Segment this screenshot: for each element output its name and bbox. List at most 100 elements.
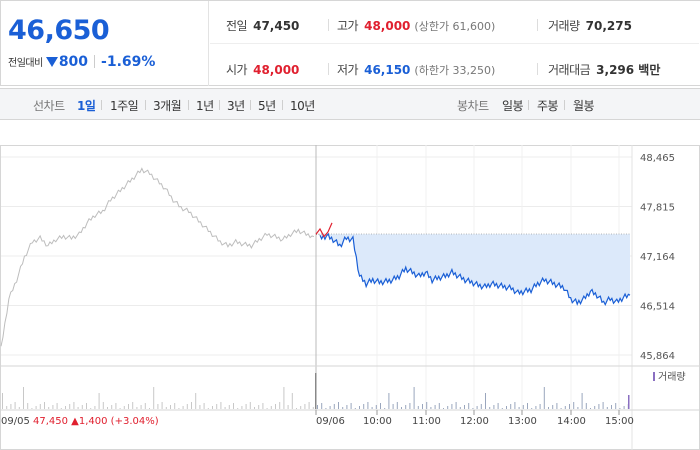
volume-bar (564, 406, 566, 409)
volume-bar (178, 408, 180, 409)
volume-bar (514, 402, 516, 409)
period-1y[interactable]: 1년 (196, 99, 214, 113)
candle-weekly[interactable]: 주봉 (537, 99, 559, 113)
period-3y[interactable]: 3년 (227, 99, 245, 113)
y-tick-label: 47,164 (640, 252, 675, 263)
candle-monthly[interactable]: 월봉 (573, 99, 595, 113)
line-chart-label: 선차트 (33, 99, 65, 113)
open-value: 48,000 (253, 63, 300, 77)
volume-bar (304, 404, 306, 409)
volume-bar (69, 404, 71, 409)
volume-bar (10, 404, 12, 409)
volume-bar (325, 408, 327, 409)
volume-bar (315, 373, 317, 409)
volume-bar (270, 406, 272, 409)
divider (250, 100, 251, 110)
volume-bar (447, 406, 449, 409)
volume-bar (2, 393, 3, 409)
today-open-spike (315, 222, 333, 238)
volume-bar (115, 403, 117, 409)
volume-bar (359, 406, 360, 409)
volume-bar (451, 404, 453, 409)
volume-bar (628, 395, 630, 409)
volume-bar (249, 402, 251, 409)
today-price-line (319, 232, 631, 307)
trade-value: 3,296 백만 (596, 63, 661, 77)
period-5y[interactable]: 5년 (258, 99, 276, 113)
volume-bar (94, 406, 96, 409)
divider (328, 63, 329, 75)
volume-bar (354, 408, 356, 409)
volume-bar (157, 404, 159, 409)
volume-bar (333, 404, 335, 409)
volume-bar (107, 407, 108, 409)
volume-bar (98, 393, 100, 409)
volume-bar (522, 405, 524, 409)
volume-bar (203, 403, 205, 409)
volume-bar (476, 406, 478, 409)
volume-bar (527, 403, 528, 409)
volume-legend-label: 거래량 (658, 371, 686, 383)
volume-bar (308, 402, 310, 409)
volume-bar (161, 402, 163, 409)
period-1d[interactable]: 1일 (77, 99, 96, 113)
volume-bar (266, 408, 268, 409)
volume-bar (493, 405, 495, 409)
period-10y[interactable]: 10년 (290, 99, 315, 113)
volume-bar (611, 405, 612, 409)
change-percent: -1.69% (101, 54, 156, 70)
prev-day-change-pct: (+3.04%) (111, 416, 159, 427)
volume-bar (543, 387, 545, 409)
volume-bar (31, 408, 33, 409)
volume-bar (615, 403, 617, 409)
volume-bar (409, 403, 411, 409)
chart-toolbar: 선차트 1일 1주일 3개월 1년 3년 5년 10년 봉차트 일봉 주봉 월봉 (0, 88, 700, 120)
volume-bar (56, 403, 58, 409)
prev-close-label: 전일 (226, 19, 248, 33)
volume-bar (77, 407, 79, 409)
volume-bar (149, 408, 150, 409)
volume-bar (518, 407, 520, 409)
prev-day-summary: 09/05 47,450 ▲1,400 (+3.04%) (1, 416, 159, 427)
volume-bar (560, 408, 562, 409)
divider (328, 19, 329, 31)
volume-bar (573, 402, 575, 409)
volume-bar (52, 405, 54, 409)
x-tick-label: 15:00 (605, 416, 634, 427)
volume-bar (342, 407, 344, 409)
volume-bar (182, 406, 184, 409)
volume-bar (233, 403, 234, 409)
volume-bar (602, 402, 604, 409)
volume-bar (90, 408, 92, 409)
open-label: 시가 (226, 63, 248, 77)
low-value: 46,150 (364, 63, 411, 77)
divider (282, 100, 283, 110)
below-prev-close-area (320, 233, 630, 305)
volume-bar (300, 406, 302, 409)
divider (537, 63, 538, 75)
period-1w[interactable]: 1주일 (110, 99, 139, 113)
x-tick-label: 09/06 (316, 416, 345, 427)
volume-bar (388, 393, 390, 409)
open-cell: 시가 48,000 (226, 61, 299, 78)
volume-bar (275, 404, 276, 409)
volume-bar (216, 404, 218, 409)
volume-bar (430, 407, 432, 409)
volume-bar (434, 405, 436, 409)
volume-bar (464, 405, 465, 409)
volume-bar (426, 402, 428, 409)
volume-bar (606, 407, 608, 409)
prev-close-value: 47,450 (253, 19, 300, 33)
volume-bar (136, 407, 138, 409)
volume-bar (405, 405, 407, 409)
volume-bar (81, 405, 83, 409)
volume-bar (317, 405, 318, 409)
divider (219, 100, 220, 110)
candle-daily[interactable]: 일봉 (502, 99, 524, 113)
volume-bar (594, 406, 596, 409)
volume-bar (598, 404, 600, 409)
volume-bar (590, 408, 591, 409)
volume-bar (472, 408, 474, 409)
volume-bar (535, 406, 537, 409)
period-3m[interactable]: 3개월 (153, 99, 182, 113)
